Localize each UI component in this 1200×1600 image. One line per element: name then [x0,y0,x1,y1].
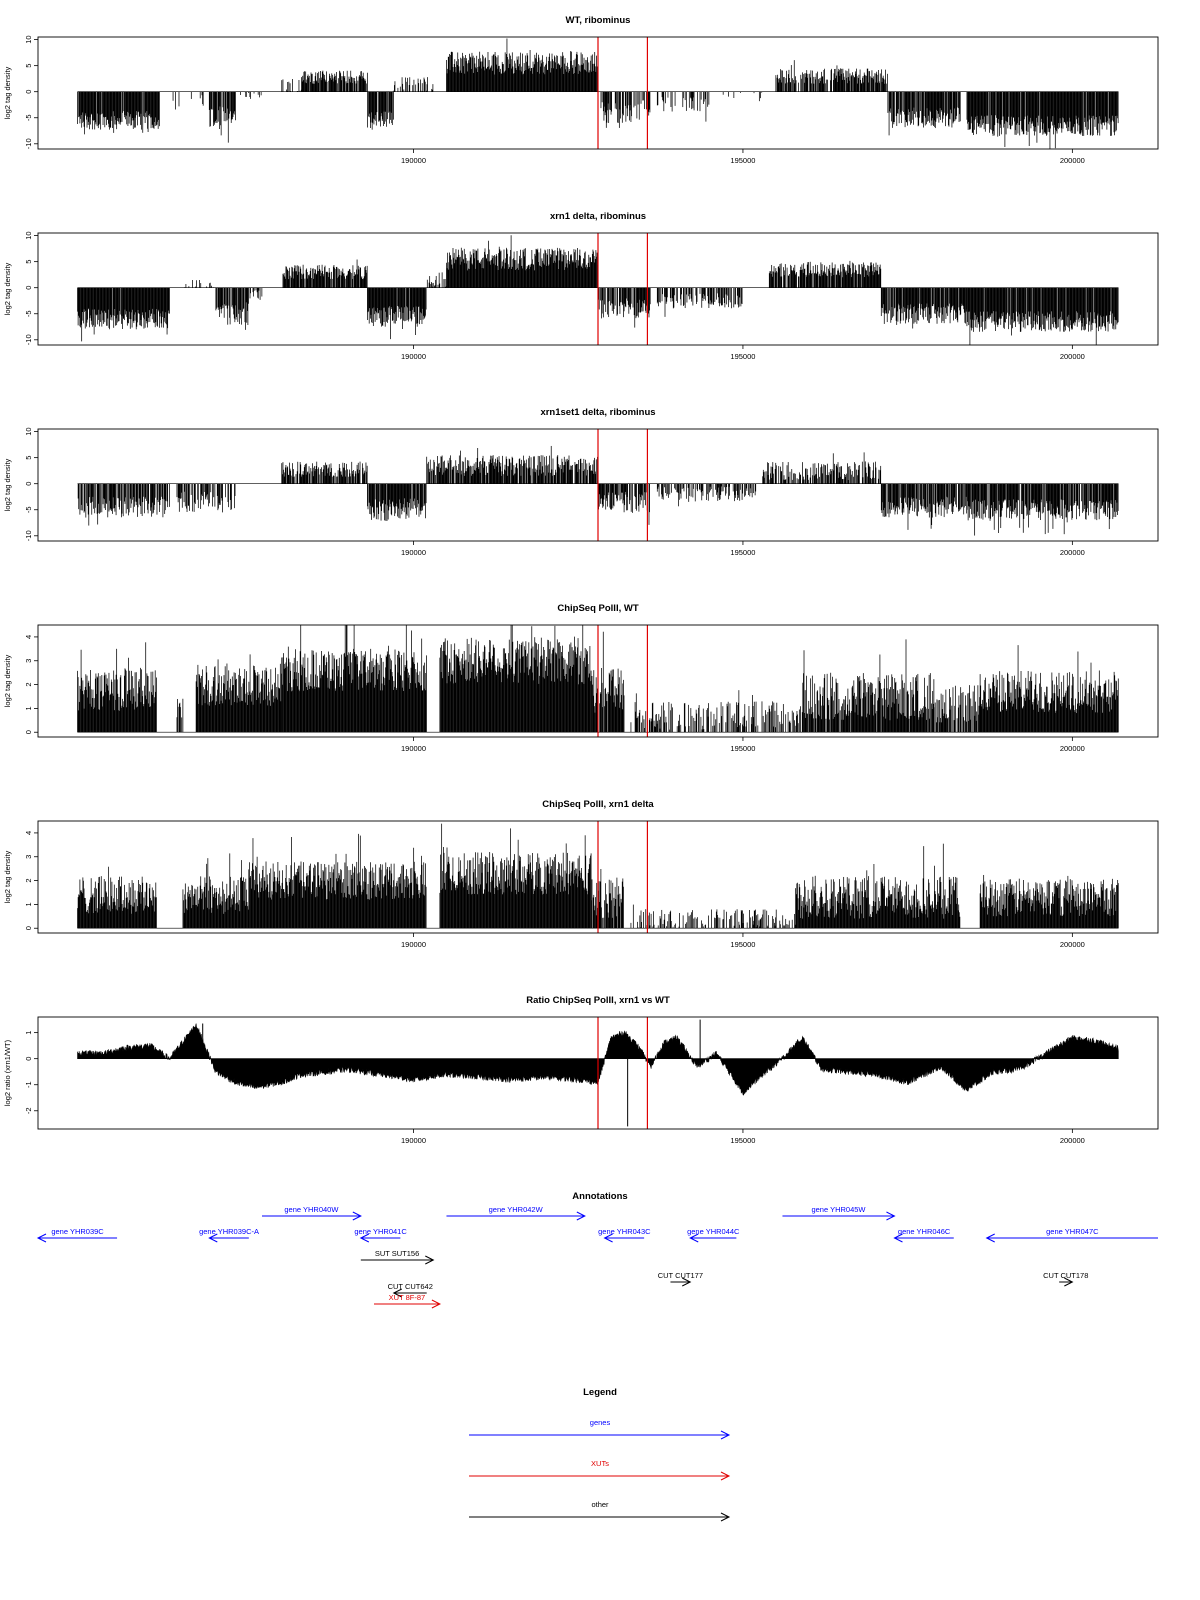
plot-frame [37,36,1159,150]
y-tick-label: 0 [24,90,33,94]
x-tick-label: 195000 [730,744,755,753]
y-tick-label: 4 [24,635,33,639]
y-tick-label: -10 [24,334,33,345]
y-tick-label: -5 [24,506,33,513]
y-axis-label: log2 tag density [3,458,12,511]
data-series [77,38,1119,149]
y-tick-label: 10 [24,231,33,239]
y-tick-label: -5 [24,114,33,121]
y-tick-label: 2 [24,682,33,686]
y-tick-label: -10 [24,138,33,149]
chart-title: WT, ribominus [566,15,631,26]
chart-panel: ChipSeq PolII, WT log2 tag density 0 1 2 3 4 19… [3,603,1159,753]
chart-panel: xrn1set1 delta, ribominus log2 tag densit… [3,407,1159,557]
y-tick-label: 5 [24,64,33,68]
y-tick-label: 10 [24,35,33,43]
x-tick-label: 200000 [1060,156,1085,165]
y-tick-label: 3 [24,659,33,663]
y-tick-label: 0 [24,730,33,734]
x-tick-label: 200000 [1060,352,1085,361]
y-tick-label: 1 [24,706,33,710]
x-tick-label: 195000 [730,548,755,557]
x-tick-label: 200000 [1060,744,1085,753]
y-tick-label: 10 [24,427,33,435]
y-tick-label: 5 [24,260,33,264]
data-series [77,445,1119,536]
chart-title: xrn1set1 delta, ribominus [540,407,655,418]
chart-panel: WT, ribominus log2 tag density 10 5 0 -5 -10 19… [3,15,1159,165]
y-axis-label: log2 tag density [3,654,12,707]
y-axis-label: log2 tag density [3,66,12,119]
x-tick-label: 190000 [401,156,426,165]
x-tick-label: 190000 [401,548,426,557]
x-tick-label: 190000 [401,352,426,361]
y-tick-label: 0 [24,286,33,290]
data-series [77,235,1119,345]
x-tick-label: 195000 [730,352,755,361]
plot-frame [37,232,1159,346]
y-tick-label: -5 [24,310,33,317]
y-axis-label: log2 tag density [3,262,12,315]
y-tick-label: -10 [24,530,33,541]
x-tick-label: 200000 [1060,548,1085,557]
data-series [77,625,1119,733]
chart-title: ChipSeq PolII, WT [557,603,638,614]
y-tick-label: 5 [24,456,33,460]
x-tick-label: 190000 [401,744,426,753]
plot-frame [37,428,1159,542]
y-tick-label: 0 [24,482,33,486]
x-tick-label: 195000 [730,156,755,165]
chart-panel: xrn1 delta, ribominus log2 tag density 10 5… [3,211,1159,361]
chart-title: xrn1 delta, ribominus [550,211,646,222]
